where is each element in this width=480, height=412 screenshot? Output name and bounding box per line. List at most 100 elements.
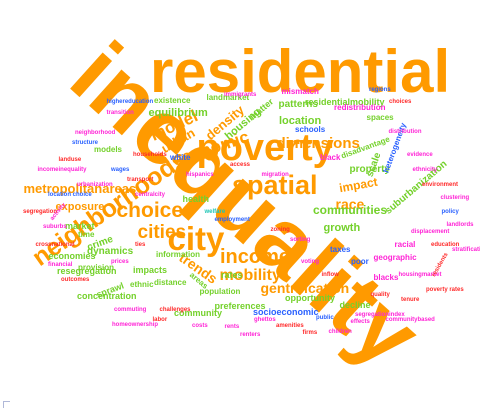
cloud-word: voting bbox=[301, 259, 319, 265]
cloud-word: zoning bbox=[270, 227, 290, 233]
cloud-word: evidence bbox=[407, 152, 433, 158]
cloud-word: residentialmobility bbox=[305, 96, 385, 107]
cloud-word: regions bbox=[369, 87, 391, 93]
cloud-word: effects bbox=[350, 319, 370, 325]
corner-mark bbox=[3, 401, 10, 408]
cloud-word: incomeinequality bbox=[37, 167, 87, 173]
cloud-word: tenure bbox=[401, 297, 420, 303]
cloud-word: community bbox=[174, 307, 223, 318]
cloud-word: geographic bbox=[373, 253, 417, 262]
cloud-word: public bbox=[316, 315, 334, 321]
cloud-word: transition bbox=[106, 110, 134, 116]
cloud-word: housingmarket bbox=[398, 272, 442, 278]
cloud-word: immigrants bbox=[224, 92, 257, 98]
cloud-word: structure bbox=[72, 140, 99, 146]
cloud-word: costs bbox=[192, 323, 208, 329]
cloud-word: poverty bbox=[196, 127, 334, 169]
cloud-word: health bbox=[182, 193, 210, 204]
cloud-word: information bbox=[156, 250, 200, 259]
cloud-word: rates bbox=[221, 269, 243, 280]
cloud-word: income bbox=[220, 246, 291, 268]
cloud-word: impact bbox=[337, 174, 379, 196]
cloud-word: landlords bbox=[446, 222, 474, 228]
cloud-word: opportunity bbox=[285, 292, 335, 303]
cloud-word: white bbox=[170, 153, 191, 162]
cloud-word: communitybased bbox=[385, 317, 435, 323]
cloud-word: environment bbox=[422, 182, 459, 188]
cloud-word: homeownership bbox=[112, 322, 159, 328]
cloud-word: welfare bbox=[204, 209, 226, 215]
cloud-word: outcomes bbox=[61, 277, 90, 283]
cloud-word: spaces bbox=[366, 113, 394, 122]
cloud-word: transport bbox=[127, 177, 154, 183]
cloud-word: spatial bbox=[232, 169, 318, 200]
cloud-word: neighborhood bbox=[75, 130, 116, 136]
cloud-word: time bbox=[78, 230, 95, 239]
cloud-word: mismatch bbox=[281, 87, 319, 96]
cloud-word: wages bbox=[111, 167, 130, 173]
cloud-word: children bbox=[328, 329, 352, 335]
cloud-word: migration bbox=[261, 172, 289, 178]
cloud-word: firms bbox=[302, 330, 318, 336]
cloud-word: black bbox=[320, 153, 341, 162]
cloud-word: challenges bbox=[159, 307, 191, 313]
cloud-word: concentration bbox=[77, 290, 137, 301]
cloud-word: ethnicity bbox=[412, 167, 438, 173]
cloud-word: socioeconomic bbox=[253, 306, 319, 317]
cloud-word: distribution bbox=[388, 129, 422, 135]
cloud-word: segregation bbox=[23, 209, 58, 215]
cloud-word: taxes bbox=[330, 245, 351, 254]
cloud-word: ethnic bbox=[130, 280, 154, 289]
cloud-word: crossnational bbox=[35, 242, 75, 248]
cloud-word: race bbox=[335, 196, 365, 212]
cloud-word: market bbox=[65, 220, 95, 231]
cloud-word: exposure bbox=[55, 200, 105, 213]
cloud-word: prices bbox=[111, 259, 129, 265]
cloud-word: redistribution bbox=[334, 103, 386, 112]
cloud-word: gentrification bbox=[260, 280, 350, 296]
cloud-word: cities bbox=[137, 221, 187, 243]
cloud-word: decline bbox=[339, 299, 371, 310]
cloud-word: dynamics bbox=[87, 246, 134, 257]
cloud-word: stratification bbox=[452, 247, 480, 253]
cloud-word: hispanics bbox=[186, 172, 214, 178]
cloud-word: labor bbox=[152, 317, 168, 323]
cloud-word: poverty rates bbox=[426, 287, 464, 293]
cloud-word: property bbox=[349, 164, 391, 175]
cloud-word: provision bbox=[78, 263, 115, 272]
cloud-word: mobility bbox=[219, 267, 281, 284]
cloud-word: racial bbox=[394, 240, 416, 249]
cloud-word: poor bbox=[351, 257, 369, 266]
cloud-word: highereducation bbox=[106, 99, 154, 105]
cloud-word: ties bbox=[135, 242, 146, 248]
cloud-word: access bbox=[230, 162, 251, 168]
cloud-word: landmarket bbox=[206, 93, 250, 102]
cloud-word: preferences bbox=[214, 300, 266, 311]
cloud-word: urbanization bbox=[77, 182, 113, 188]
cloud-word: population bbox=[199, 287, 241, 296]
cloud-word: blacks bbox=[373, 273, 399, 282]
cloud-word: clustering bbox=[440, 195, 470, 201]
cloud-word: equilibrium bbox=[148, 106, 208, 119]
cloud-word: displacement bbox=[411, 229, 450, 235]
cloud-word: education bbox=[431, 242, 460, 248]
cloud-word: models bbox=[94, 145, 123, 154]
cloud-word: patterns bbox=[278, 99, 318, 110]
cloud-word: commuting bbox=[114, 307, 147, 313]
cloud-word: growth bbox=[323, 221, 361, 234]
cloud-word: sorting bbox=[290, 237, 311, 243]
cloud-word: financial bbox=[48, 262, 73, 268]
cloud-word: renters bbox=[240, 332, 261, 338]
cloud-word: metropolitanareas bbox=[23, 180, 137, 196]
cloud-word: centralcity bbox=[135, 192, 166, 198]
cloud-word: schools bbox=[295, 125, 326, 134]
cloud-word: amenities bbox=[276, 323, 304, 329]
cloud-word: location choice bbox=[48, 192, 92, 198]
cloud-word: location bbox=[279, 114, 322, 127]
cloud-word: impacts bbox=[133, 264, 168, 275]
cloud-word: rents bbox=[224, 324, 240, 330]
cloud-word: inflow bbox=[321, 272, 339, 278]
cloud-word: communities bbox=[313, 203, 388, 217]
cloud-word: existence bbox=[154, 96, 191, 105]
